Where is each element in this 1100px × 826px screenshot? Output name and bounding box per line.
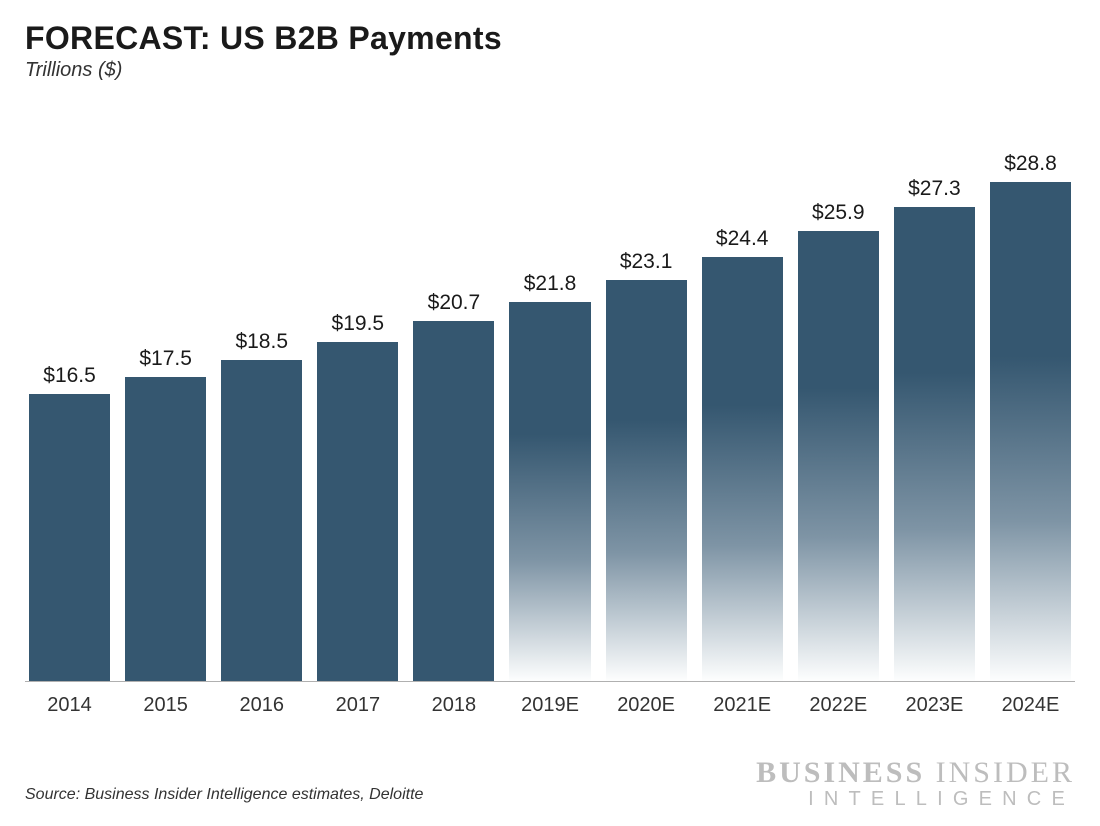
bar-slot: $16.5 — [29, 152, 110, 681]
x-axis-tick: 2017 — [317, 694, 398, 717]
bar — [125, 377, 206, 681]
x-axis-tick: 2016 — [221, 694, 302, 717]
x-axis-tick: 2018 — [413, 694, 494, 717]
x-axis-tick: 2024E — [990, 694, 1071, 717]
bar-value-label: $16.5 — [43, 364, 96, 388]
bar — [894, 207, 975, 681]
bar — [29, 394, 110, 681]
bar — [509, 302, 590, 681]
brand-word-business: BUSINESS — [756, 756, 925, 789]
bar-slot: $19.5 — [317, 152, 398, 681]
bar-slot: $20.7 — [413, 152, 494, 681]
bar-slot: $25.9 — [798, 152, 879, 681]
bar-value-label: $19.5 — [332, 312, 385, 336]
bar — [317, 342, 398, 681]
brand-line-2: INTELLIGENCE — [756, 789, 1075, 810]
chart-x-axis: 2014 2015 2016 2017 2018 2019E 2020E 2021E 2022E… — [25, 694, 1075, 717]
chart-area: $16.5 $17.5 $18.5 $19.5 $20.7 $21.8 $23.1 $24.4… — [25, 152, 1075, 732]
bar-value-label: $23.1 — [620, 250, 673, 274]
brand-logo: BUSINESS INSIDER INTELLIGENCE — [756, 757, 1075, 811]
bar — [413, 321, 494, 681]
bar-slot: $18.5 — [221, 152, 302, 681]
x-axis-tick: 2014 — [29, 694, 110, 717]
brand-line-1: BUSINESS INSIDER — [756, 757, 1075, 789]
x-axis-tick: 2021E — [702, 694, 783, 717]
bar-value-label: $24.4 — [716, 227, 769, 251]
bar-slot: $28.8 — [990, 152, 1071, 681]
x-axis-tick: 2015 — [125, 694, 206, 717]
bar-value-label: $27.3 — [908, 177, 961, 201]
brand-word-insider: INSIDER — [936, 756, 1075, 789]
bar-value-label: $17.5 — [139, 347, 192, 371]
x-axis-tick: 2022E — [798, 694, 879, 717]
bar-slot: $17.5 — [125, 152, 206, 681]
bar — [221, 360, 302, 681]
chart-source: Source: Business Insider Intelligence es… — [25, 786, 423, 804]
chart-plot: $16.5 $17.5 $18.5 $19.5 $20.7 $21.8 $23.1 $24.4… — [25, 152, 1075, 682]
x-axis-tick: 2023E — [894, 694, 975, 717]
x-axis-tick: 2019E — [509, 694, 590, 717]
bar — [798, 231, 879, 681]
chart-subtitle: Trillions ($) — [25, 59, 1075, 82]
bar — [990, 182, 1071, 681]
bar-value-label: $25.9 — [812, 201, 865, 225]
bar-value-label: $28.8 — [1004, 152, 1057, 176]
bar — [606, 280, 687, 681]
chart-title: FORECAST: US B2B Payments — [25, 20, 1075, 57]
bar-slot: $23.1 — [606, 152, 687, 681]
bar-slot: $24.4 — [702, 152, 783, 681]
bar-value-label: $21.8 — [524, 272, 577, 296]
bar — [702, 257, 783, 681]
bar-slot: $21.8 — [509, 152, 590, 681]
bar-value-label: $18.5 — [235, 330, 288, 354]
bar-value-label: $20.7 — [428, 291, 481, 315]
x-axis-tick: 2020E — [606, 694, 687, 717]
bar-slot: $27.3 — [894, 152, 975, 681]
